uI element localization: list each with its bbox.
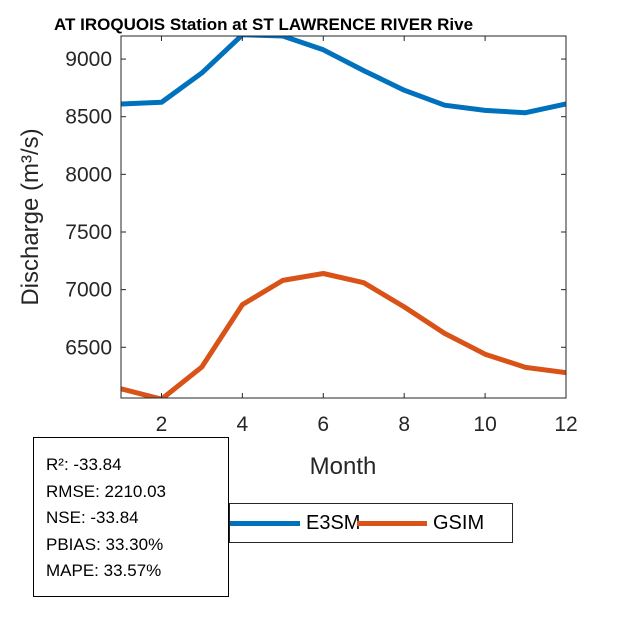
stat-pbias: PBIAS: 33.30% (46, 534, 164, 554)
y-tick-label: 8000 (65, 163, 112, 186)
x-axis-label: Month (310, 453, 377, 480)
x-tick-label: 4 (237, 413, 249, 436)
x-axis-ticks: 2 4 6 8 10 12 (156, 36, 578, 436)
y-tick-label: 7000 (65, 279, 112, 302)
legend-label-gsim: GSIM (433, 511, 485, 534)
x-tick-label: 2 (156, 413, 168, 436)
stats-box: R²: -33.84 RMSE: 2210.03 NSE: -33.84 PBI… (33, 437, 229, 597)
plot-area-frame (120, 35, 567, 399)
y-tick-label: 7500 (65, 221, 112, 244)
x-tick-label: 10 (473, 413, 496, 436)
legend-item-gsim: GSIM (357, 504, 484, 542)
x-tick-label: 8 (398, 413, 410, 436)
series-line-gsim (121, 271, 566, 398)
stat-rmse: RMSE: 2210.03 (46, 481, 167, 501)
y-tick-label: 8500 (65, 106, 112, 129)
legend-swatch-e3sm (230, 520, 300, 526)
stat-mape: MAPE: 33.57% (46, 561, 162, 580)
legend-swatch-gsim (357, 520, 427, 526)
y-axis-label: Discharge (m³/s) (17, 128, 44, 305)
series-line-e3sm (121, 36, 566, 116)
x-tick-label: 6 (317, 413, 329, 436)
stat-r2: R²: -33.84 (46, 455, 122, 474)
y-tick-label: 6500 (65, 336, 112, 359)
stat-nse: NSE: -33.84 (46, 508, 139, 527)
legend-item-e3sm: E3SM (230, 504, 360, 542)
legend: E3SM GSIM (229, 503, 513, 543)
series-layer (121, 36, 566, 398)
legend-label-e3sm: E3SM (306, 511, 361, 534)
x-tick-label: 12 (554, 413, 577, 436)
chart-title: AT IROQUOIS Station at ST LAWRENCE RIVER… (54, 15, 473, 34)
y-tick-label: 9000 (65, 48, 112, 71)
y-axis-ticks: 6500 7000 7500 8000 8500 9000 (65, 48, 566, 359)
